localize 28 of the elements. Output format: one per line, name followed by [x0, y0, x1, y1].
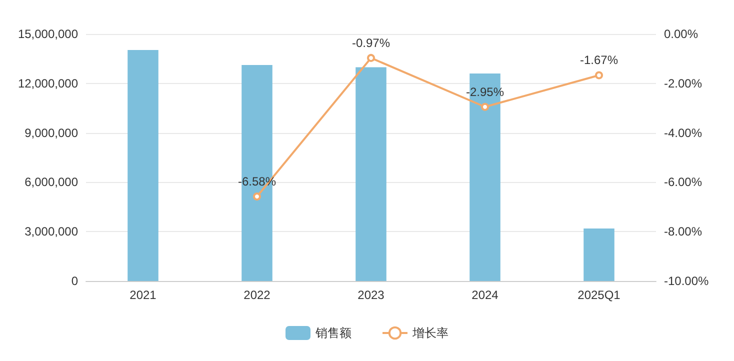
x-tick-label: 2024: [472, 288, 499, 302]
y-tick-label: 0: [71, 274, 78, 288]
point: [595, 71, 603, 80]
bar: [128, 50, 158, 281]
point: [367, 54, 375, 62]
y2-tick-label: -2.00%: [664, 76, 702, 90]
data-label: -1.67%: [580, 53, 618, 68]
y2-tick-label: -8.00%: [664, 224, 702, 239]
y-tick-label: 6,000,000: [24, 175, 78, 190]
bar: [584, 228, 614, 281]
x-tick-label: 2022: [244, 288, 271, 302]
legend-label: 销售额: [314, 326, 352, 340]
bar: [356, 67, 386, 281]
y2-tick-label: 0.00%: [664, 27, 698, 41]
y-tick-label: 3,000,000: [24, 224, 78, 239]
y-tick-label: 12,000,000: [18, 76, 78, 90]
y-tick-label: 15,000,000: [18, 27, 78, 41]
y2-tick-label: -10.00%: [664, 274, 710, 288]
point: [481, 102, 489, 111]
x-tick-label: 2023: [358, 288, 385, 302]
y2-tick-label: -6.00%: [664, 175, 702, 190]
point: [253, 192, 261, 201]
y2-tick-label: -4.00%: [664, 126, 702, 140]
x-tick-label: 2021: [130, 288, 157, 302]
legend-label: 增长率: [412, 326, 448, 340]
data-label: -0.97%: [352, 36, 390, 50]
y-tick-label: 9,000,000: [24, 126, 78, 140]
x-tick-label: 2025Q1: [578, 288, 621, 302]
